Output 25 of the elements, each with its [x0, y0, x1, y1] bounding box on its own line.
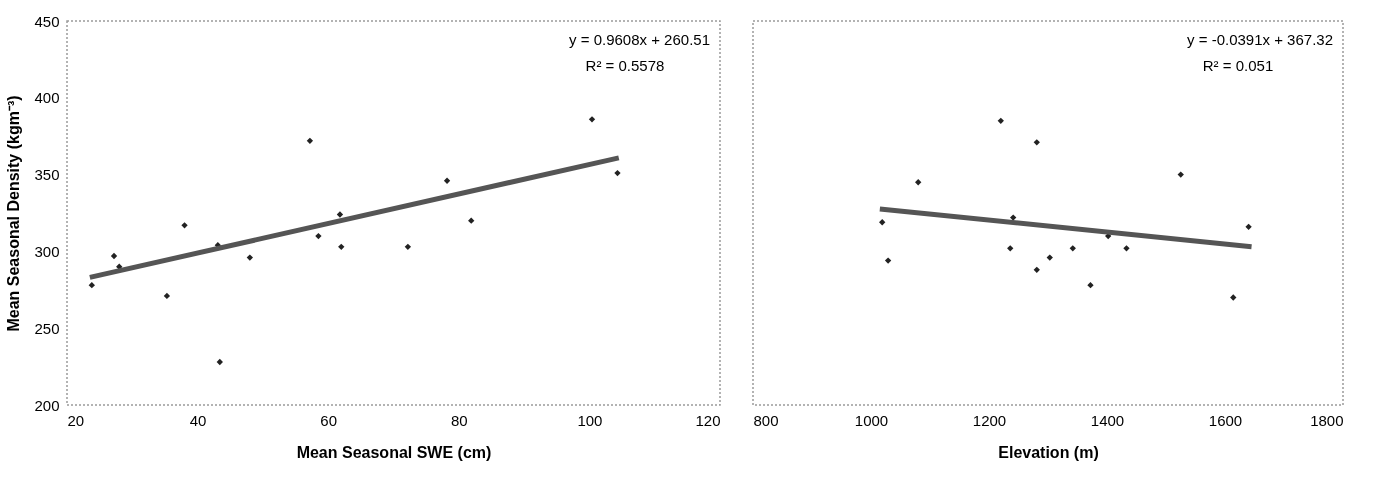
x-tick-label: 800: [753, 411, 779, 429]
y-tick-label: 400: [34, 89, 60, 107]
y-tick-label: 300: [34, 242, 60, 260]
x-tick-label: 1800: [1310, 411, 1344, 429]
x-tick-label: 80: [450, 411, 468, 429]
y-tick-label: 250: [34, 319, 60, 337]
x-tick-label: 1200: [972, 411, 1007, 429]
x-tick-label: 20: [67, 411, 85, 429]
x-tick-label: 1600: [1208, 411, 1243, 429]
x-axis-title: Mean Seasonal SWE (cm): [296, 443, 492, 461]
x-tick-label: 100: [577, 411, 603, 429]
x-tick-label: 1000: [854, 411, 889, 429]
annotation: y = 0.9608x + 260.51: [569, 31, 710, 48]
x-tick-label: 1400: [1090, 411, 1125, 429]
y-tick-label: 200: [34, 396, 60, 414]
x-axis-title: Elevation (m): [998, 443, 1099, 461]
annotation: R² = 0.5578: [585, 57, 665, 74]
x-tick-label: 40: [189, 411, 207, 429]
y-axis-title: Mean Seasonal Density (kgm⁻³): [5, 95, 23, 332]
annotation: R² = 0.051: [1202, 57, 1274, 74]
y-tick-label: 450: [34, 12, 60, 30]
x-tick-label: 60: [320, 411, 338, 429]
x-tick-label: 120: [695, 411, 721, 429]
annotation: y = -0.0391x + 367.32: [1187, 31, 1333, 48]
y-tick-label: 350: [34, 166, 60, 184]
